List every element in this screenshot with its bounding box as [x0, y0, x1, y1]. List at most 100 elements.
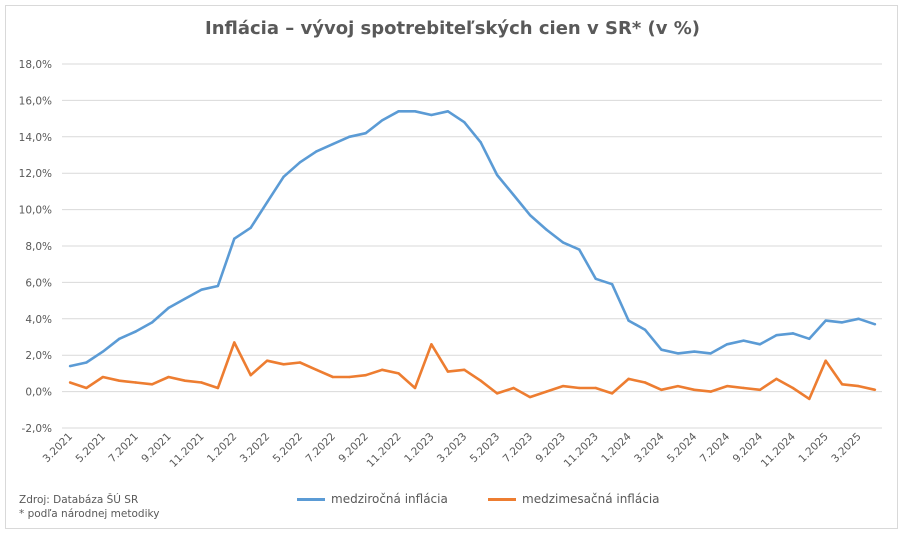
data-point [758, 343, 762, 346]
x-tick-label: 1.2024 [599, 430, 634, 465]
data-point [479, 141, 482, 144]
x-tick-label: 7.2022 [304, 431, 338, 465]
data-point [808, 397, 811, 401]
data-point [824, 319, 827, 322]
data-point [512, 193, 515, 197]
data-point [545, 390, 548, 393]
data-point [430, 113, 433, 117]
y-tick-label: 4,0% [25, 314, 52, 326]
legend-label-mom: medzimesačná inflácia [522, 492, 660, 506]
data-point [725, 384, 729, 388]
data-point [610, 283, 614, 286]
data-point [857, 317, 860, 320]
data-point [824, 359, 827, 362]
data-point [758, 388, 762, 391]
methodology-note: * podľa národnej metodiky [19, 508, 160, 520]
data-point [167, 306, 170, 310]
data-point [561, 241, 565, 244]
data-point [413, 110, 417, 113]
data-point [512, 386, 515, 390]
data-point [348, 375, 351, 379]
x-tick-label: 3.2022 [238, 431, 272, 465]
data-point [446, 370, 450, 373]
x-tick-label: 11.2024 [759, 430, 798, 469]
data-point [709, 390, 712, 393]
data-point [101, 350, 105, 353]
data-point [594, 277, 597, 280]
data-point [561, 384, 565, 388]
x-tick-label: 11.2021 [167, 431, 206, 470]
data-point [742, 386, 745, 390]
data-point [446, 110, 450, 113]
data-point [873, 388, 877, 391]
data-point [315, 150, 318, 153]
data-point [233, 341, 236, 344]
data-point [134, 381, 137, 384]
x-tick-label: 1.2023 [402, 431, 436, 465]
legend-swatch-mom [488, 497, 516, 501]
data-point [578, 386, 581, 390]
x-tick-label: 7.2023 [501, 431, 535, 465]
data-point [380, 368, 384, 371]
data-point [68, 364, 72, 368]
y-tick-label: 10,0% [19, 205, 52, 217]
data-point [101, 375, 105, 379]
data-point [693, 388, 696, 391]
data-point [791, 386, 795, 390]
data-point [725, 343, 729, 346]
y-tick-label: 6,0% [25, 277, 52, 289]
data-point [183, 379, 187, 382]
data-point [167, 375, 170, 379]
data-point [627, 319, 630, 322]
data-point [348, 135, 351, 138]
data-point [282, 363, 285, 366]
legend-item-mom: medzimesačná inflácia [488, 492, 660, 506]
data-point [479, 379, 482, 382]
data-point [85, 386, 88, 390]
data-point [233, 237, 236, 240]
data-point [693, 350, 696, 353]
series-line-yoy [69, 110, 876, 368]
data-point [364, 374, 367, 377]
data-point [413, 386, 417, 390]
data-point [610, 392, 614, 395]
legend-label-yoy: medziročná inflácia [331, 492, 448, 506]
y-tick-label: 18,0% [19, 59, 52, 71]
data-point [430, 343, 433, 346]
chart-frame [5, 5, 898, 529]
data-point [495, 173, 499, 177]
data-point [265, 359, 269, 362]
y-tick-label: 16,0% [19, 95, 52, 107]
data-point [791, 332, 795, 335]
series-lines [68, 110, 877, 401]
data-point [660, 388, 663, 391]
data-point [742, 339, 745, 342]
data-point [397, 110, 400, 113]
data-point [528, 213, 532, 217]
chart-title: Inflácia – vývoj spotrebiteľských cien v… [205, 18, 700, 39]
data-point [397, 372, 400, 375]
data-point [643, 328, 647, 331]
x-tick-label: 11.2023 [562, 431, 601, 470]
y-tick-label: 2,0% [25, 350, 52, 362]
data-point [380, 119, 384, 122]
x-tick-label: 1.2025 [796, 431, 830, 465]
data-point [265, 201, 269, 204]
data-point [495, 392, 499, 395]
x-tick-label: 3.2021 [41, 431, 75, 465]
data-point [364, 131, 367, 135]
data-point [249, 226, 252, 229]
x-tick-label: 1.2022 [205, 431, 239, 465]
x-tick-label: 5.2022 [271, 431, 305, 465]
data-point [331, 375, 335, 379]
data-point [249, 374, 252, 377]
data-point [134, 330, 137, 333]
data-point [775, 377, 778, 381]
data-point [315, 368, 318, 371]
data-point [216, 386, 220, 390]
data-point [282, 175, 285, 179]
data-point [709, 352, 712, 355]
source-note: Zdroj: Databáza ŠÚ SR [19, 494, 139, 506]
data-point [528, 395, 532, 399]
